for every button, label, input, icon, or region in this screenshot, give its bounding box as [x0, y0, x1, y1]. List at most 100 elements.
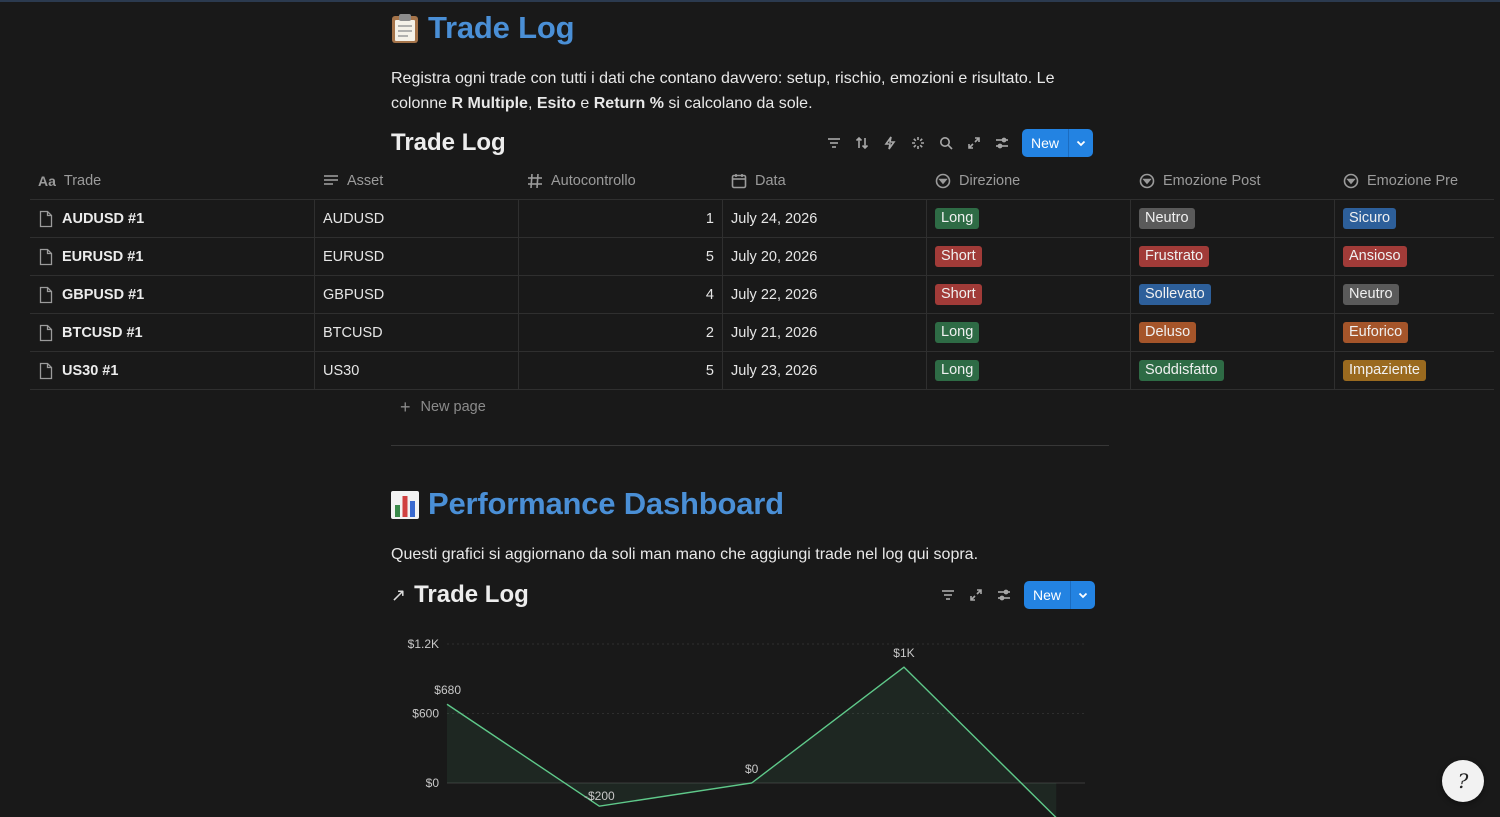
cell-emozione-pre[interactable]: Impaziente	[1335, 352, 1494, 389]
page-icon	[38, 324, 54, 342]
cell-autocontrollo[interactable]: 2	[519, 314, 723, 351]
cell-trade[interactable]: EURUSD #1	[30, 238, 315, 275]
emozione-post-tag[interactable]: Sollevato	[1139, 284, 1211, 305]
performance-chart: $1.2K $600 $0 $680 -$200 $0 $1K	[395, 630, 1095, 817]
cell-data[interactable]: July 20, 2026	[723, 238, 927, 275]
cell-direzione[interactable]: Long	[927, 314, 1131, 351]
new-button[interactable]: New	[1022, 129, 1094, 157]
cell-direzione[interactable]: Short	[927, 238, 1131, 275]
cell-direzione[interactable]: Long	[927, 352, 1131, 389]
ai-sparkle-icon[interactable]	[904, 129, 932, 157]
emozione-post-tag[interactable]: Soddisfatto	[1139, 360, 1224, 381]
cell-autocontrollo[interactable]: 1	[519, 200, 723, 237]
chart-svg: $1.2K $600 $0 $680 -$200 $0 $1K	[408, 637, 1085, 817]
clipboard-icon	[390, 12, 420, 44]
cell-emozione-pre[interactable]: Neutro	[1335, 276, 1494, 313]
direzione-tag[interactable]: Long	[935, 322, 980, 343]
new-button-label[interactable]: New	[1033, 587, 1062, 603]
column-header-asset[interactable]: Asset	[315, 163, 519, 199]
database-title[interactable]: Trade Log	[391, 129, 506, 156]
emozione-pre-tag[interactable]: Neutro	[1343, 284, 1399, 305]
column-header-data[interactable]: Data	[723, 163, 927, 199]
page-icon	[38, 210, 54, 228]
expand-icon[interactable]	[962, 581, 990, 609]
cell-data[interactable]: July 24, 2026	[723, 200, 927, 237]
cell-emozione-post[interactable]: Soddisfatto	[1131, 352, 1335, 389]
new-button[interactable]: New	[1024, 581, 1096, 609]
select-chevron-circle-icon	[1343, 173, 1359, 189]
cell-trade[interactable]: GBPUSD #1	[30, 276, 315, 313]
table-row[interactable]: GBPUSD #1 GBPUSD 4 July 22, 2026 Short Sollev…	[30, 276, 1494, 314]
cell-trade[interactable]: BTCUSD #1	[30, 314, 315, 351]
column-header-trade[interactable]: Aa Trade	[38, 173, 102, 189]
plus-icon: +	[400, 397, 411, 417]
table-row[interactable]: AUDUSD #1 AUDUSD 1 July 24, 2026 Long Neutro S…	[30, 200, 1494, 238]
table-row[interactable]: BTCUSD #1 BTCUSD 2 July 21, 2026 Long Deluso E…	[30, 314, 1494, 352]
cell-emozione-post[interactable]: Deluso	[1131, 314, 1335, 351]
cell-data[interactable]: July 22, 2026	[723, 276, 927, 313]
column-header-autocontrollo[interactable]: Autocontrollo	[519, 163, 723, 199]
point-label: $1K	[893, 646, 914, 660]
cell-autocontrollo[interactable]: 5	[519, 238, 723, 275]
chart-database-title[interactable]: ↗ Trade Log	[391, 581, 529, 608]
cell-asset[interactable]: EURUSD	[315, 238, 519, 275]
cell-autocontrollo[interactable]: 5	[519, 352, 723, 389]
cell-emozione-post[interactable]: Sollevato	[1131, 276, 1335, 313]
settings-sliders-icon[interactable]	[990, 581, 1018, 609]
cell-direzione[interactable]: Long	[927, 200, 1131, 237]
cell-data[interactable]: July 23, 2026	[723, 352, 927, 389]
select-chevron-circle-icon	[935, 173, 951, 189]
emozione-pre-tag[interactable]: Sicuro	[1343, 208, 1397, 229]
emozione-post-tag[interactable]: Deluso	[1139, 322, 1197, 343]
cell-emozione-pre[interactable]: Ansioso	[1335, 238, 1494, 275]
cell-direzione[interactable]: Short	[927, 276, 1131, 313]
cell-asset[interactable]: US30	[315, 352, 519, 389]
filter-icon[interactable]	[934, 581, 962, 609]
column-header-direzione[interactable]: Direzione	[927, 163, 1131, 199]
sort-icon[interactable]	[848, 129, 876, 157]
emozione-post-tag[interactable]: Neutro	[1139, 208, 1195, 229]
series-line	[446, 666, 1057, 817]
direzione-tag[interactable]: Long	[935, 360, 980, 381]
divider	[391, 445, 1109, 446]
hash-icon	[528, 173, 542, 189]
chevron-down-icon[interactable]	[1071, 581, 1095, 609]
cell-emozione-pre[interactable]: Euforico	[1335, 314, 1494, 351]
calendar-icon	[731, 174, 747, 189]
table-row[interactable]: EURUSD #1 EURUSD 5 July 20, 2026 Short Frustr…	[30, 238, 1494, 276]
column-header-emozione-post[interactable]: Emozione Post	[1131, 163, 1335, 199]
help-button[interactable]: ?	[1442, 760, 1484, 802]
cell-asset[interactable]: GBPUSD	[315, 276, 519, 313]
emozione-pre-tag[interactable]: Euforico	[1343, 322, 1409, 343]
emozione-pre-tag[interactable]: Ansioso	[1343, 246, 1407, 267]
search-icon[interactable]	[932, 129, 960, 157]
new-page-button[interactable]: + New page	[400, 397, 486, 417]
filter-icon[interactable]	[820, 129, 848, 157]
cell-asset[interactable]: AUDUSD	[315, 200, 519, 237]
direzione-tag[interactable]: Long	[935, 208, 980, 229]
cell-trade[interactable]: AUDUSD #1	[30, 200, 315, 237]
heading-text: Trade Log	[428, 10, 575, 45]
emozione-pre-tag[interactable]: Impaziente	[1343, 360, 1426, 381]
expand-icon[interactable]	[960, 129, 988, 157]
new-button-label[interactable]: New	[1031, 135, 1060, 151]
cell-asset[interactable]: BTCUSD	[315, 314, 519, 351]
direzione-tag[interactable]: Short	[935, 246, 982, 267]
cell-emozione-post[interactable]: Neutro	[1131, 200, 1335, 237]
column-header-emozione-pre[interactable]: Emozione Pre	[1335, 163, 1494, 199]
window-top-border	[0, 0, 1500, 2]
cell-autocontrollo[interactable]: 4	[519, 276, 723, 313]
direzione-tag[interactable]: Short	[935, 284, 982, 305]
cell-data[interactable]: July 21, 2026	[723, 314, 927, 351]
chevron-down-icon[interactable]	[1069, 129, 1093, 157]
automation-bolt-icon[interactable]	[876, 129, 904, 157]
bar-chart-icon	[390, 488, 420, 520]
cell-emozione-post[interactable]: Frustrato	[1131, 238, 1335, 275]
cell-emozione-pre[interactable]: Sicuro	[1335, 200, 1494, 237]
heading-performance-dashboard: Performance Dashboard	[390, 486, 784, 522]
emozione-post-tag[interactable]: Frustrato	[1139, 246, 1210, 267]
cell-trade[interactable]: US30 #1	[30, 352, 315, 389]
settings-sliders-icon[interactable]	[988, 129, 1016, 157]
trade-log-description: Registra ogni trade con tutti i dati che…	[391, 70, 1055, 112]
table-row[interactable]: US30 #1 US30 5 July 23, 2026 Long Soddisfatto…	[30, 352, 1494, 390]
